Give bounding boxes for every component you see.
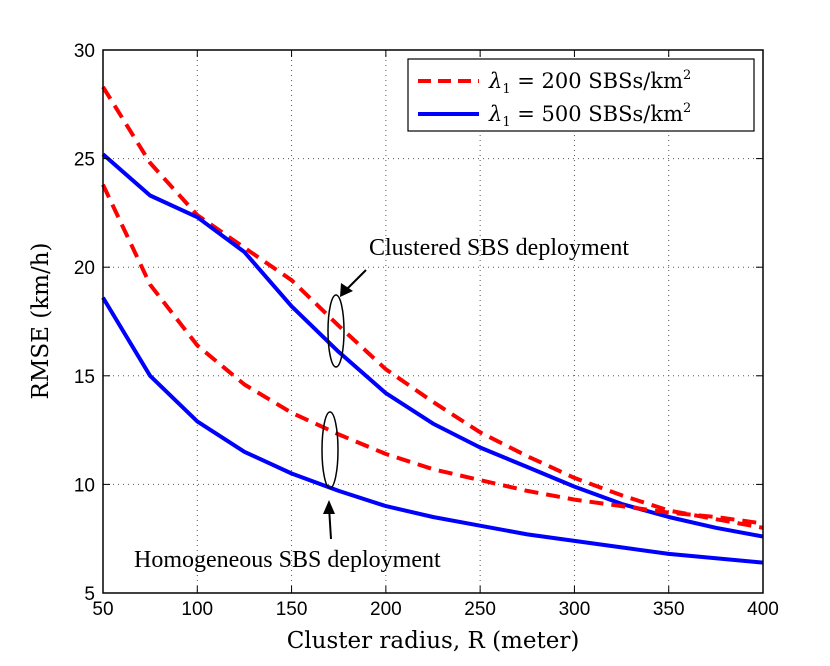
x-tick-label-150: 150 — [276, 599, 308, 620]
y-tick-label-30: 30 — [74, 41, 95, 62]
series-layer — [101, 85, 764, 565]
x-tick-label-50: 50 — [92, 599, 113, 620]
series-line-0 — [101, 85, 764, 530]
legend-label-500: λ1 = 500 SBSs/km2 — [488, 101, 691, 130]
legend-box — [407, 58, 755, 132]
legend-label-200: λ1 = 200 SBSs/km2 — [488, 68, 691, 97]
series-line-1 — [101, 152, 764, 539]
axis-ticks — [102, 49, 764, 594]
x-tick-label-350: 350 — [653, 599, 685, 620]
annotation-clustered-text: Clustered SBS deployment — [369, 235, 629, 261]
annotation-homogeneous-ellipse — [321, 411, 339, 489]
x-tick-label-300: 300 — [559, 599, 591, 620]
y-tick-label-10: 10 — [74, 475, 95, 496]
x-tick-label-100: 100 — [181, 599, 213, 620]
x-tick-label-200: 200 — [370, 599, 402, 620]
annotation-homogeneous-text: Homogeneous SBS deployment — [134, 547, 441, 573]
annotation-homogeneous-arrow-head — [323, 500, 335, 514]
x-axis-label: Cluster radius, R (meter) — [287, 628, 580, 654]
plot-frame — [102, 49, 764, 594]
x-tick-label-250: 250 — [464, 599, 496, 620]
series-line-2 — [101, 183, 764, 526]
grid — [103, 50, 763, 593]
y-axis-label: RMSE (km/h) — [28, 243, 54, 400]
x-tick-label-400: 400 — [747, 599, 779, 620]
y-tick-label-25: 25 — [74, 150, 95, 171]
annotation-clustered-ellipse — [327, 294, 345, 368]
annotation-clustered: Clustered SBS deployment — [327, 235, 629, 368]
legend: λ1 = 200 SBSs/km2 λ1 = 500 SBSs/km2 — [407, 58, 755, 132]
y-tick-label-15: 15 — [74, 367, 95, 388]
tick-labels: 50 100 150 200 250 300 350 400 5 10 15 20 25 30 — [74, 41, 779, 620]
annotation-homogeneous: Homogeneous SBS deployment — [134, 411, 441, 573]
y-tick-label-5: 5 — [84, 584, 95, 605]
series-line-3 — [101, 296, 764, 565]
y-tick-label-20: 20 — [74, 258, 95, 279]
annotation-clustered-arrow-head — [340, 283, 353, 297]
